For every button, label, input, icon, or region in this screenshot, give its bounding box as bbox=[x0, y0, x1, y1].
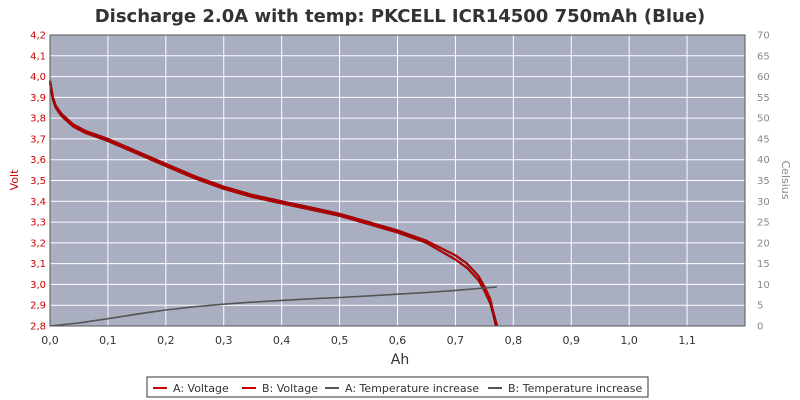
x-tick-label: 0,1 bbox=[99, 334, 117, 347]
y-tick-label-right: 0 bbox=[757, 322, 763, 333]
y-tick-label-right: 25 bbox=[757, 218, 770, 229]
y-tick-label-left: 3,4 bbox=[30, 197, 46, 208]
y-tick-label-left: 3,7 bbox=[30, 134, 46, 145]
series-line-voltage bbox=[49, 80, 498, 327]
x-tick-label: 0,9 bbox=[563, 334, 581, 347]
y-tick-label-left: 3,9 bbox=[30, 93, 46, 104]
x-tick-label: 0,3 bbox=[215, 334, 233, 347]
y-tick-label-left: 3,5 bbox=[30, 176, 46, 187]
y-tick-label-left: 3,8 bbox=[30, 114, 46, 125]
legend-items: A: Voltage B: Voltage A: Temperature incre… bbox=[153, 382, 643, 395]
x-tick-label: 1,0 bbox=[620, 334, 638, 347]
x-tick-label: 0,8 bbox=[505, 334, 523, 347]
series-line-voltage bbox=[49, 82, 497, 327]
y-tick-label-right: 30 bbox=[757, 197, 770, 208]
legend: A: Voltage B: Voltage A: Temperature incre… bbox=[146, 376, 649, 398]
x-tick-label: 0,6 bbox=[389, 334, 407, 347]
y-tick-label-left: 2,8 bbox=[30, 322, 46, 333]
y-tick-label-right: 10 bbox=[757, 280, 770, 291]
x-axis-ticks: 0,0 0,1 0,2 0,3 0,4 0,5 0,6 0,7 0,8 0,9 1,0 1,1 bbox=[41, 334, 696, 347]
grid-lines bbox=[50, 35, 745, 326]
y-tick-label-right: 45 bbox=[757, 134, 770, 145]
y-tick-label-left: 3,2 bbox=[30, 238, 46, 249]
y-tick-label-right: 20 bbox=[757, 238, 770, 249]
legend-label: A: Temperature increase bbox=[345, 382, 479, 395]
x-tick-label: 0,0 bbox=[41, 334, 59, 347]
series-line-temperature bbox=[49, 286, 498, 327]
series-layer bbox=[48, 80, 499, 327]
plot-border bbox=[49, 34, 746, 327]
x-tick-label: 1,1 bbox=[678, 334, 696, 347]
y-tick-label-right: 50 bbox=[757, 114, 770, 125]
legend-label: B: Temperature increase bbox=[508, 382, 643, 395]
x-tick-label: 0,7 bbox=[447, 334, 465, 347]
chart-title: Discharge 2.0A with temp: PKCELL ICR1450… bbox=[95, 6, 706, 27]
y-tick-label-right: 15 bbox=[757, 259, 770, 270]
y-tick-label-left: 3,0 bbox=[30, 280, 46, 291]
y-axis-label-left: Volt bbox=[8, 169, 21, 190]
y-tick-label-right: 35 bbox=[757, 176, 770, 187]
y-tick-label-left: 4,2 bbox=[30, 31, 46, 42]
y-axis-right-ticks: 0 5 10 15 20 25 30 35 40 45 50 55 60 65 70 bbox=[757, 31, 770, 333]
y-tick-label-left: 4,0 bbox=[30, 72, 46, 83]
y-tick-label-right: 65 bbox=[757, 51, 770, 62]
y-axis-label-right: Celsius bbox=[779, 161, 792, 200]
x-tick-label: 0,5 bbox=[331, 334, 349, 347]
y-tick-label-left: 2,9 bbox=[30, 301, 46, 312]
legend-label: B: Voltage bbox=[262, 382, 318, 395]
y-tick-label-right: 55 bbox=[757, 93, 770, 104]
legend-label: A: Voltage bbox=[173, 382, 229, 395]
x-axis-label: Ah bbox=[391, 352, 409, 368]
x-tick-label: 0,2 bbox=[157, 334, 175, 347]
y-tick-label-right: 5 bbox=[757, 301, 763, 312]
y-tick-label-left: 3,1 bbox=[30, 259, 46, 270]
y-tick-label-left: 3,6 bbox=[30, 155, 46, 166]
y-tick-label-right: 40 bbox=[757, 155, 770, 166]
y-axis-left-ticks: 2,8 2,9 3,0 3,1 3,2 3,3 3,4 3,5 3,6 3,7 3,8 3,9 4,0 4… bbox=[30, 31, 46, 333]
y-tick-label-right: 60 bbox=[757, 72, 770, 83]
y-tick-label-right: 70 bbox=[757, 31, 770, 42]
y-tick-label-left: 4,1 bbox=[30, 51, 46, 62]
y-tick-label-left: 3,3 bbox=[30, 218, 46, 229]
legend-box bbox=[146, 376, 649, 398]
x-tick-label: 0,4 bbox=[273, 334, 291, 347]
